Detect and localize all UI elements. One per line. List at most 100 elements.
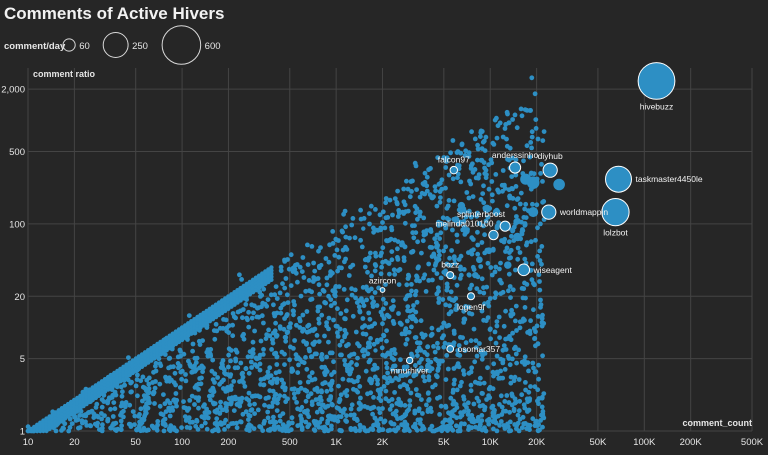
scatter-point — [517, 201, 523, 207]
scatter-point — [102, 413, 107, 418]
scatter-point — [215, 375, 221, 380]
scatter-point — [312, 428, 318, 433]
scatter-point — [303, 288, 309, 294]
scatter-point — [404, 282, 410, 288]
scatter-point — [458, 253, 464, 259]
scatter-point — [308, 297, 313, 302]
scatter-point — [278, 268, 284, 274]
scatter-point — [512, 205, 518, 211]
scatter-point — [372, 268, 378, 274]
labeled-point-splinterboost — [499, 220, 511, 232]
scatter-point — [474, 213, 480, 219]
scatter-point — [246, 324, 252, 330]
scatter-point — [282, 259, 288, 264]
scatter-point — [257, 367, 263, 373]
scatter-point — [397, 267, 403, 272]
scatter-point — [540, 312, 545, 318]
scatter-point — [359, 244, 365, 250]
scatter-point — [535, 136, 541, 142]
scatter-point — [141, 425, 147, 431]
scatter-point — [311, 342, 316, 347]
scatter-point — [528, 108, 533, 113]
scatter-point — [174, 428, 180, 434]
scatter-point — [437, 394, 443, 400]
scatter-point — [395, 239, 401, 245]
scatter-point — [395, 188, 400, 194]
scatter-point — [81, 413, 86, 418]
scatter-point — [424, 402, 429, 408]
scatter-point — [404, 178, 409, 184]
scatter-point — [376, 406, 381, 411]
scatter-point — [274, 380, 280, 385]
scatter-point — [513, 303, 519, 309]
scatter-point — [428, 409, 434, 414]
scatter-point — [67, 425, 73, 430]
scatter-point — [261, 320, 266, 326]
scatter-point — [535, 387, 541, 393]
scatter-point — [157, 361, 163, 366]
scatter-point — [309, 370, 315, 376]
labeled-point-hivebuzz — [637, 62, 676, 100]
scatter-point — [173, 391, 179, 396]
point-label-azircon: azircon — [369, 276, 397, 286]
scatter-point — [539, 244, 545, 249]
scatter-point — [220, 362, 225, 368]
scatter-point — [540, 424, 545, 430]
scatter-point — [214, 416, 220, 422]
scatter-point — [537, 258, 543, 263]
scatter-point — [128, 380, 134, 386]
scatter-point — [277, 290, 283, 296]
scatter-point — [330, 402, 335, 408]
scatter-point — [250, 339, 256, 345]
labeled-point-mnurhiver — [405, 356, 414, 365]
scatter-point — [522, 256, 528, 262]
scatter-point — [434, 203, 440, 209]
scatter-point — [349, 402, 355, 408]
x-tick-label: 10 — [23, 437, 34, 448]
scatter-point — [491, 409, 496, 415]
scatter-point — [487, 417, 492, 423]
scatter-point — [522, 305, 528, 310]
scatter-point — [269, 277, 274, 282]
scatter-point — [481, 223, 486, 229]
scatter-point — [297, 380, 303, 385]
scatter-point — [524, 143, 530, 149]
scatter-point — [413, 163, 419, 169]
scatter-point — [448, 150, 453, 156]
scatter-point — [99, 416, 104, 422]
scatter-point — [214, 422, 220, 428]
scatter-point — [510, 330, 515, 336]
scatter-point — [458, 150, 464, 156]
scatter-point — [349, 286, 354, 292]
scatter-point — [364, 297, 369, 303]
scatter-point — [282, 393, 287, 399]
scatter-point — [489, 179, 495, 184]
scatter-point — [168, 426, 174, 432]
scatter-point — [396, 311, 401, 316]
scatter-point — [277, 413, 283, 419]
scatter-point — [192, 402, 197, 407]
scatter-point — [327, 350, 333, 356]
scatter-point — [469, 282, 474, 288]
scatter-point — [473, 338, 479, 343]
scatter-point — [502, 367, 508, 372]
scatter-point — [458, 264, 463, 270]
scatter-point — [326, 326, 331, 332]
scatter-point — [158, 411, 164, 417]
scatter-point — [493, 172, 499, 177]
scatter-point — [406, 407, 411, 413]
scatter-point — [135, 372, 140, 378]
scatter-point — [374, 365, 380, 371]
scatter-point — [422, 231, 429, 237]
scatter-point — [269, 347, 274, 352]
scatter-point — [325, 413, 331, 419]
scatter-point — [459, 379, 464, 385]
scatter-point — [473, 345, 479, 350]
scatter-point — [509, 233, 514, 239]
scatter-point — [248, 359, 254, 365]
x-axis-label: comment_count — [682, 418, 752, 428]
scatter-point — [357, 384, 363, 389]
scatter-point — [266, 395, 271, 400]
scatter-point — [315, 276, 321, 281]
scatter-point — [434, 291, 440, 297]
